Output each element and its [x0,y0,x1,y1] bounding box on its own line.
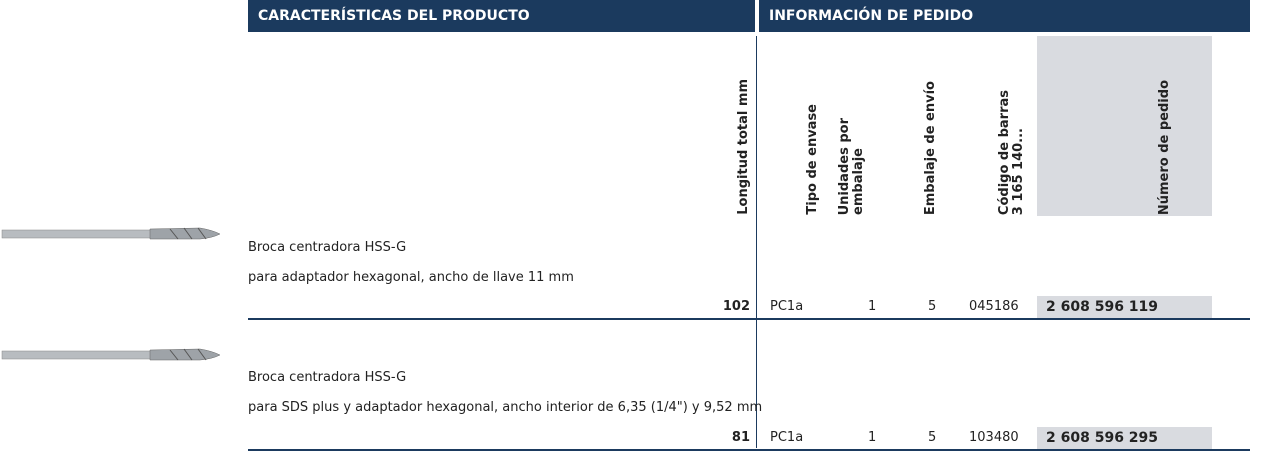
column-header: Unidades por [837,117,852,215]
column-header: embalaje [851,148,866,215]
product-name: Broca centradora HSS-G [248,240,407,255]
order-number: 2 608 596 119 [1046,299,1159,315]
order-number: 2 608 596 295 [1046,430,1159,446]
product-description: para SDS plus y adaptador hexagonal, anc… [248,400,763,415]
header-left: CARACTERÍSTICAS DEL PRODUCTO [248,0,755,32]
product-name: Broca centradora HSS-G [248,370,407,385]
drill-flutes [169,348,207,361]
shipping: 5 [928,299,937,314]
product-description: para adaptador hexagonal, ancho de llave… [248,270,574,285]
drill-shank [1,350,153,360]
length: 81 [731,430,750,445]
row-rule [248,318,1250,320]
drill-images [1,227,221,361]
units: 1 [868,430,877,445]
length: 102 [722,299,750,314]
drill-tip [149,227,221,240]
column-divider [756,36,757,448]
package-type: PC1a [770,299,804,314]
shipping: 5 [928,430,937,445]
order-column-bg [1037,36,1212,216]
drill-shank [1,229,153,239]
barcode: 045186 [969,299,1019,314]
drill-tip [149,348,221,361]
package-type: PC1a [770,430,804,445]
drill-flutes [169,227,207,240]
units: 1 [868,299,877,314]
order-cell-bg [1037,427,1212,449]
column-header: Embalaje de envío [923,80,938,215]
column-header: Tipo de envase [805,104,820,215]
column-header: Código de barras [997,89,1012,215]
header-right: INFORMACIÓN DE PEDIDO [759,0,1250,32]
column-header: 3 165 140... [1011,127,1026,215]
order-cell-bg [1037,296,1212,318]
column-header: Número de pedido [1157,79,1172,215]
barcode: 103480 [969,430,1019,445]
column-header: Longitud total mm [736,79,751,215]
